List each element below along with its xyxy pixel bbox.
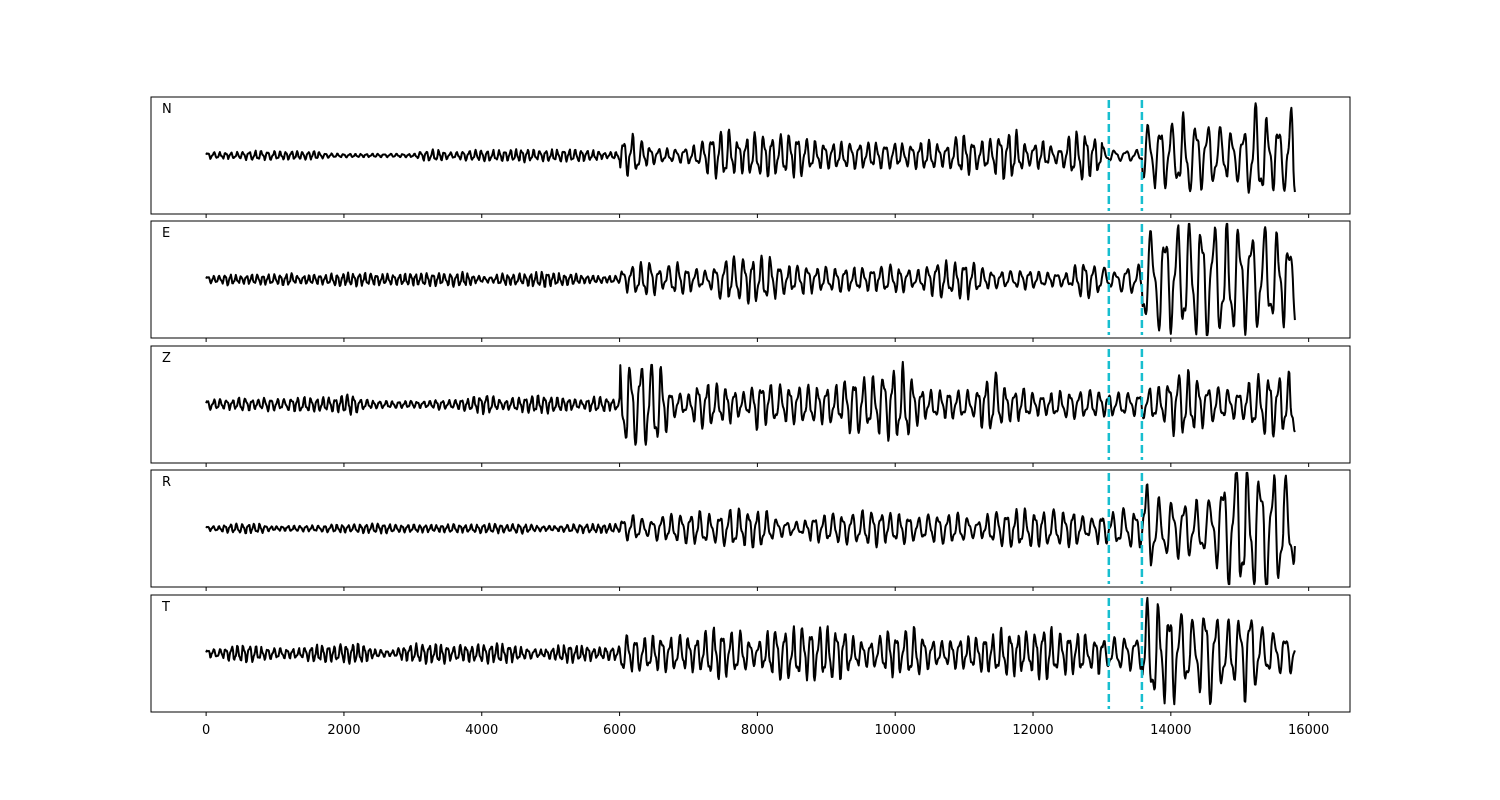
waveform-trace [205, 471, 1296, 586]
panel-t: T [150, 594, 1351, 716]
panel-r: R [150, 469, 1351, 591]
x-tick-label: 2000 [327, 723, 360, 738]
x-tick-label: 10000 [875, 723, 916, 738]
x-tick-label: 16000 [1288, 723, 1329, 738]
x-tick-label: 12000 [1012, 723, 1053, 738]
x-tick-label: 0 [202, 723, 210, 738]
panel-label: Z [162, 351, 171, 366]
panel-frame [150, 96, 1351, 215]
panel-e: E [150, 220, 1351, 342]
waveform-trace [205, 222, 1296, 337]
panel-label: N [162, 102, 172, 117]
panel-frame [150, 594, 1351, 713]
panel-z: Z [150, 345, 1351, 467]
x-tick-label: 14000 [1150, 723, 1191, 738]
panel-n: N [150, 96, 1351, 218]
panel-frame [150, 220, 1351, 339]
waveform-trace [205, 102, 1296, 194]
waveform-trace [205, 360, 1296, 446]
panel-label: T [161, 600, 170, 615]
panel-label: R [162, 475, 171, 490]
panel-label: E [162, 226, 170, 241]
x-tick-label: 4000 [465, 723, 498, 738]
waveform-trace [205, 596, 1296, 706]
panel-frame [150, 345, 1351, 464]
panel-frame [150, 469, 1351, 588]
x-tick-label: 6000 [603, 723, 636, 738]
x-tick-label: 8000 [741, 723, 774, 738]
